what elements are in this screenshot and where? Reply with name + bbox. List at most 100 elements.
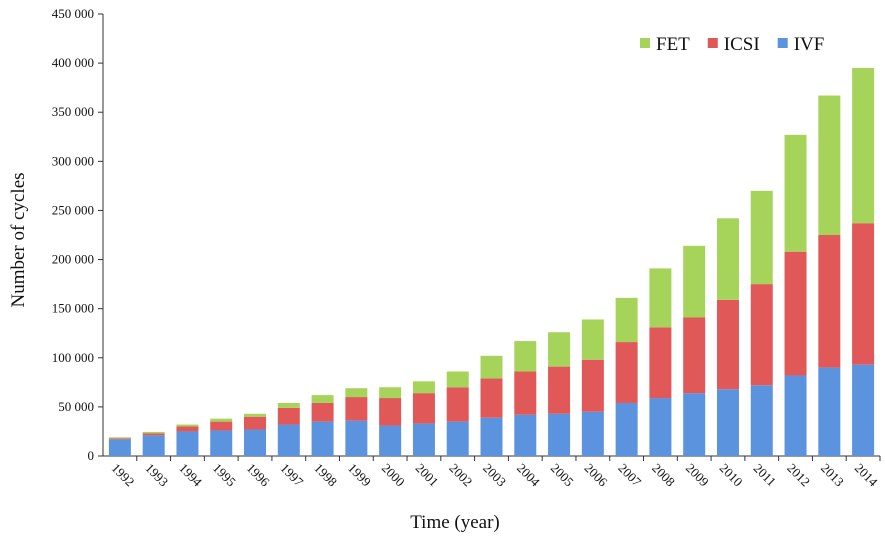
bar-segment xyxy=(446,421,469,456)
bar-segment xyxy=(818,367,841,456)
y-tick-label: 300 000 xyxy=(52,153,94,168)
bar-segment xyxy=(480,417,503,456)
bar-segment xyxy=(716,389,739,456)
bar-segment xyxy=(818,235,841,368)
bar-segment xyxy=(750,190,773,285)
y-tick-label: 100 000 xyxy=(52,350,94,365)
x-tick-label: 2010 xyxy=(717,460,746,489)
bar-segment xyxy=(548,366,571,414)
x-tick-label: 2001 xyxy=(413,460,442,489)
y-tick-label: 400 000 xyxy=(52,55,94,70)
bar-segment xyxy=(649,268,672,328)
bar-segment xyxy=(514,371,537,415)
bar-segment xyxy=(649,327,672,399)
x-tick-label: 2008 xyxy=(649,460,678,489)
bar-segment xyxy=(379,398,402,426)
bar-segment xyxy=(108,438,131,440)
bar-segment xyxy=(548,413,571,456)
bar-segment xyxy=(581,359,604,412)
bar-segment xyxy=(379,425,402,456)
bar-segment xyxy=(345,388,368,398)
bar-segment xyxy=(615,402,638,456)
bar-segment xyxy=(784,251,807,376)
bar-segment xyxy=(345,420,368,456)
bar-segment xyxy=(615,342,638,403)
bar-segment xyxy=(412,423,435,456)
bar-segment xyxy=(142,431,165,434)
bar-segment xyxy=(446,387,469,422)
bar-segment xyxy=(379,387,402,399)
bar-segment xyxy=(683,317,706,394)
bar-segment xyxy=(683,245,706,318)
bar-segment xyxy=(277,424,300,456)
bar-segment xyxy=(750,385,773,456)
x-tick-label: 1999 xyxy=(345,460,374,489)
y-tick-label: 0 xyxy=(88,448,95,463)
bar-segment xyxy=(581,319,604,360)
y-tick-label: 200 000 xyxy=(52,252,94,267)
legend-label: FET xyxy=(656,34,690,55)
y-tick-label: 150 000 xyxy=(52,301,94,316)
bar-segment xyxy=(683,393,706,456)
bar-segment xyxy=(514,341,537,372)
x-axis-title: Time (year) xyxy=(410,512,500,533)
bar-segment xyxy=(716,218,739,300)
bar-segment xyxy=(210,430,233,456)
bar-segment xyxy=(446,371,469,388)
x-tick-label: 2005 xyxy=(548,460,577,489)
bar-segment xyxy=(480,378,503,418)
x-tick-label: 2006 xyxy=(582,460,611,489)
x-tick-label: 2011 xyxy=(751,460,780,489)
bar-segment xyxy=(176,426,199,432)
x-tick-label: 2002 xyxy=(446,460,475,489)
bar-segment xyxy=(244,413,267,417)
bar-segment xyxy=(244,416,267,430)
legend-label: IVF xyxy=(794,34,825,55)
bar-segment xyxy=(784,375,807,456)
x-tick-label: 1992 xyxy=(109,460,138,489)
bar-segment xyxy=(852,364,875,456)
bar-segment xyxy=(142,435,165,456)
legend-swatch xyxy=(640,38,650,48)
y-tick-label: 450 000 xyxy=(52,6,94,21)
bar-segment xyxy=(548,332,571,367)
legend-swatch xyxy=(777,38,788,48)
bar-segment xyxy=(108,439,131,456)
bar-segment xyxy=(581,411,604,456)
bar-segment xyxy=(784,134,807,252)
x-tick-label: 2012 xyxy=(784,460,813,489)
bar-segment xyxy=(649,398,672,456)
x-tick-label: 2003 xyxy=(480,460,509,489)
bar-segment xyxy=(311,395,334,403)
bar-segment xyxy=(176,431,199,456)
x-tick-label: 1993 xyxy=(142,460,171,489)
y-tick-label: 50 000 xyxy=(58,399,94,414)
bar-segment xyxy=(818,95,841,235)
x-tick-label: 1997 xyxy=(277,460,306,489)
bar-segment xyxy=(750,284,773,386)
x-tick-label: 2000 xyxy=(379,460,408,489)
bar-segment xyxy=(176,424,199,427)
x-tick-label: 2014 xyxy=(852,460,881,489)
bar-segment xyxy=(480,355,503,379)
x-tick-label: 2004 xyxy=(514,460,543,489)
x-tick-label: 1998 xyxy=(311,460,340,489)
y-tick-label: 350 000 xyxy=(52,104,94,119)
bar-segment xyxy=(345,397,368,421)
bar-segment xyxy=(277,402,300,408)
bar-segment xyxy=(716,299,739,390)
x-tick-label: 2007 xyxy=(615,460,644,489)
x-tick-label: 2013 xyxy=(818,460,847,489)
bar-segment xyxy=(852,68,875,224)
x-tick-label: 1995 xyxy=(210,460,239,489)
bar-segment xyxy=(615,297,638,343)
bar-segment xyxy=(412,393,435,424)
bar-segment xyxy=(108,437,131,439)
bar-segment xyxy=(244,429,267,456)
y-axis-title: Number of cycles xyxy=(8,172,29,307)
legend-swatch xyxy=(707,38,718,48)
legend-label: ICSI xyxy=(724,34,760,55)
bar-segment xyxy=(412,381,435,394)
bar-segment xyxy=(210,418,233,422)
